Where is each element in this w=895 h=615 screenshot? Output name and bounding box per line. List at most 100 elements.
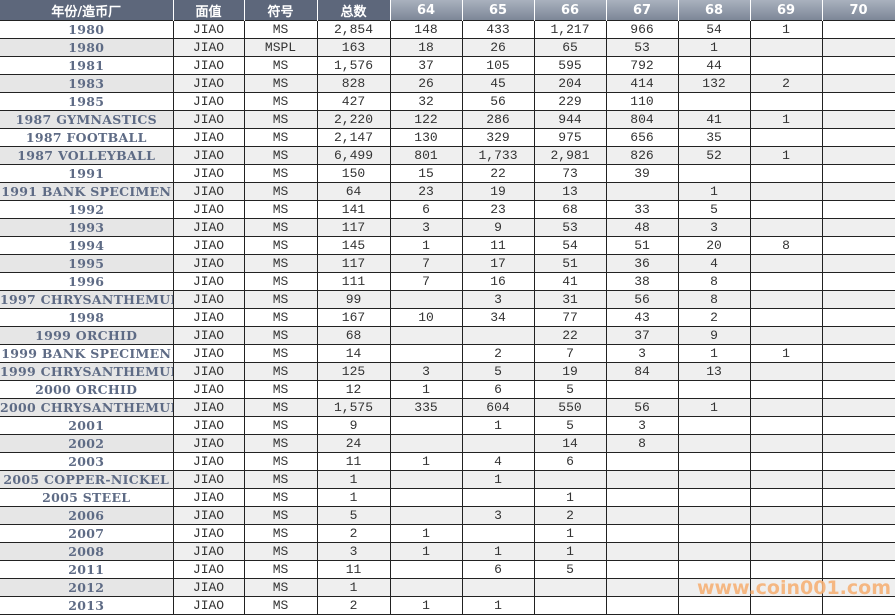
- table-cell[interactable]: 8: [677, 272, 751, 291]
- column-header[interactable]: 总数: [317, 0, 391, 21]
- table-cell[interactable]: 2002: [0, 434, 174, 453]
- table-cell[interactable]: 65: [533, 38, 607, 57]
- table-cell[interactable]: JIAO: [172, 38, 245, 57]
- table-cell[interactable]: 1: [461, 416, 535, 435]
- table-cell[interactable]: [821, 74, 895, 93]
- table-cell[interactable]: 17: [461, 254, 535, 273]
- table-cell[interactable]: [389, 344, 463, 363]
- table-cell[interactable]: 1: [461, 542, 535, 561]
- table-cell[interactable]: MS: [243, 20, 318, 39]
- table-cell[interactable]: 2000 CHRYSANTHEMUM: [0, 398, 174, 417]
- table-cell[interactable]: MS: [243, 578, 318, 597]
- table-cell[interactable]: [677, 596, 751, 615]
- table-cell[interactable]: 8: [605, 434, 679, 453]
- table-cell[interactable]: [821, 470, 895, 489]
- table-cell[interactable]: 167: [316, 308, 391, 327]
- table-cell[interactable]: 2: [316, 524, 391, 543]
- table-cell[interactable]: JIAO: [172, 164, 245, 183]
- table-cell[interactable]: 111: [316, 272, 391, 291]
- table-cell[interactable]: 414: [605, 74, 679, 93]
- table-cell[interactable]: [389, 434, 463, 453]
- table-cell[interactable]: JIAO: [172, 218, 245, 237]
- table-cell[interactable]: [821, 488, 895, 507]
- table-cell[interactable]: [821, 344, 895, 363]
- table-cell[interactable]: [821, 182, 895, 201]
- table-cell[interactable]: 7: [389, 272, 463, 291]
- table-cell[interactable]: [821, 326, 895, 345]
- table-cell[interactable]: 33: [605, 200, 679, 219]
- table-cell[interactable]: [533, 596, 607, 615]
- table-cell[interactable]: 12: [316, 380, 391, 399]
- table-cell[interactable]: [821, 578, 895, 597]
- table-cell[interactable]: [821, 236, 895, 255]
- table-cell[interactable]: 1987 GYMNASTICS: [0, 110, 174, 129]
- table-cell[interactable]: [605, 524, 679, 543]
- table-cell[interactable]: 5: [533, 560, 607, 579]
- table-cell[interactable]: 6: [533, 452, 607, 471]
- table-cell[interactable]: [749, 218, 823, 237]
- table-cell[interactable]: JIAO: [172, 578, 245, 597]
- table-cell[interactable]: 2: [316, 596, 391, 615]
- table-cell[interactable]: [605, 578, 679, 597]
- table-cell[interactable]: [749, 290, 823, 309]
- table-cell[interactable]: 1993: [0, 218, 174, 237]
- table-cell[interactable]: 595: [533, 56, 607, 75]
- table-cell[interactable]: 9: [316, 416, 391, 435]
- table-cell[interactable]: 10: [389, 308, 463, 327]
- table-cell[interactable]: [461, 524, 535, 543]
- table-cell[interactable]: 110: [605, 92, 679, 111]
- table-cell[interactable]: MSPL: [243, 38, 318, 57]
- table-cell[interactable]: JIAO: [172, 542, 245, 561]
- table-cell[interactable]: 132: [677, 74, 751, 93]
- table-cell[interactable]: [677, 470, 751, 489]
- table-cell[interactable]: [821, 110, 895, 129]
- table-cell[interactable]: 1991 BANK SPECIMEN: [0, 182, 174, 201]
- table-cell[interactable]: MS: [243, 254, 318, 273]
- table-cell[interactable]: JIAO: [172, 92, 245, 111]
- table-cell[interactable]: 1: [533, 488, 607, 507]
- table-cell[interactable]: 125: [316, 362, 391, 381]
- table-cell[interactable]: 2: [677, 308, 751, 327]
- table-cell[interactable]: JIAO: [172, 362, 245, 381]
- table-cell[interactable]: 11: [461, 236, 535, 255]
- table-cell[interactable]: [677, 542, 751, 561]
- table-cell[interactable]: JIAO: [172, 398, 245, 417]
- table-cell[interactable]: 3: [316, 542, 391, 561]
- table-cell[interactable]: 1: [677, 398, 751, 417]
- table-cell[interactable]: 73: [533, 164, 607, 183]
- table-cell[interactable]: MS: [243, 488, 318, 507]
- table-cell[interactable]: 22: [533, 326, 607, 345]
- table-cell[interactable]: 5: [533, 380, 607, 399]
- column-header[interactable]: 65: [462, 0, 535, 21]
- table-cell[interactable]: 8: [677, 290, 751, 309]
- table-cell[interactable]: MS: [243, 362, 318, 381]
- table-cell[interactable]: [389, 470, 463, 489]
- table-cell[interactable]: [749, 488, 823, 507]
- table-cell[interactable]: 604: [461, 398, 535, 417]
- table-cell[interactable]: 1992: [0, 200, 174, 219]
- table-cell[interactable]: 1997 CHRYSANTHEMUM: [0, 290, 174, 309]
- table-cell[interactable]: 39: [605, 164, 679, 183]
- table-cell[interactable]: [749, 326, 823, 345]
- table-cell[interactable]: JIAO: [172, 200, 245, 219]
- table-cell[interactable]: 41: [533, 272, 607, 291]
- table-cell[interactable]: 329: [461, 128, 535, 147]
- table-cell[interactable]: 6: [389, 200, 463, 219]
- table-cell[interactable]: MS: [243, 560, 318, 579]
- table-cell[interactable]: [749, 398, 823, 417]
- table-cell[interactable]: JIAO: [172, 254, 245, 273]
- table-cell[interactable]: 84: [605, 362, 679, 381]
- table-cell[interactable]: 11: [316, 560, 391, 579]
- table-cell[interactable]: 19: [461, 182, 535, 201]
- table-cell[interactable]: 1987 VOLLEYBALL: [0, 146, 174, 165]
- table-cell[interactable]: 31: [533, 290, 607, 309]
- table-cell[interactable]: JIAO: [172, 146, 245, 165]
- table-cell[interactable]: [749, 434, 823, 453]
- table-cell[interactable]: 1: [389, 452, 463, 471]
- table-cell[interactable]: 6: [461, 560, 535, 579]
- table-cell[interactable]: JIAO: [172, 434, 245, 453]
- table-cell[interactable]: [821, 272, 895, 291]
- table-cell[interactable]: 1: [533, 524, 607, 543]
- table-cell[interactable]: MS: [243, 146, 318, 165]
- table-cell[interactable]: 1,575: [316, 398, 391, 417]
